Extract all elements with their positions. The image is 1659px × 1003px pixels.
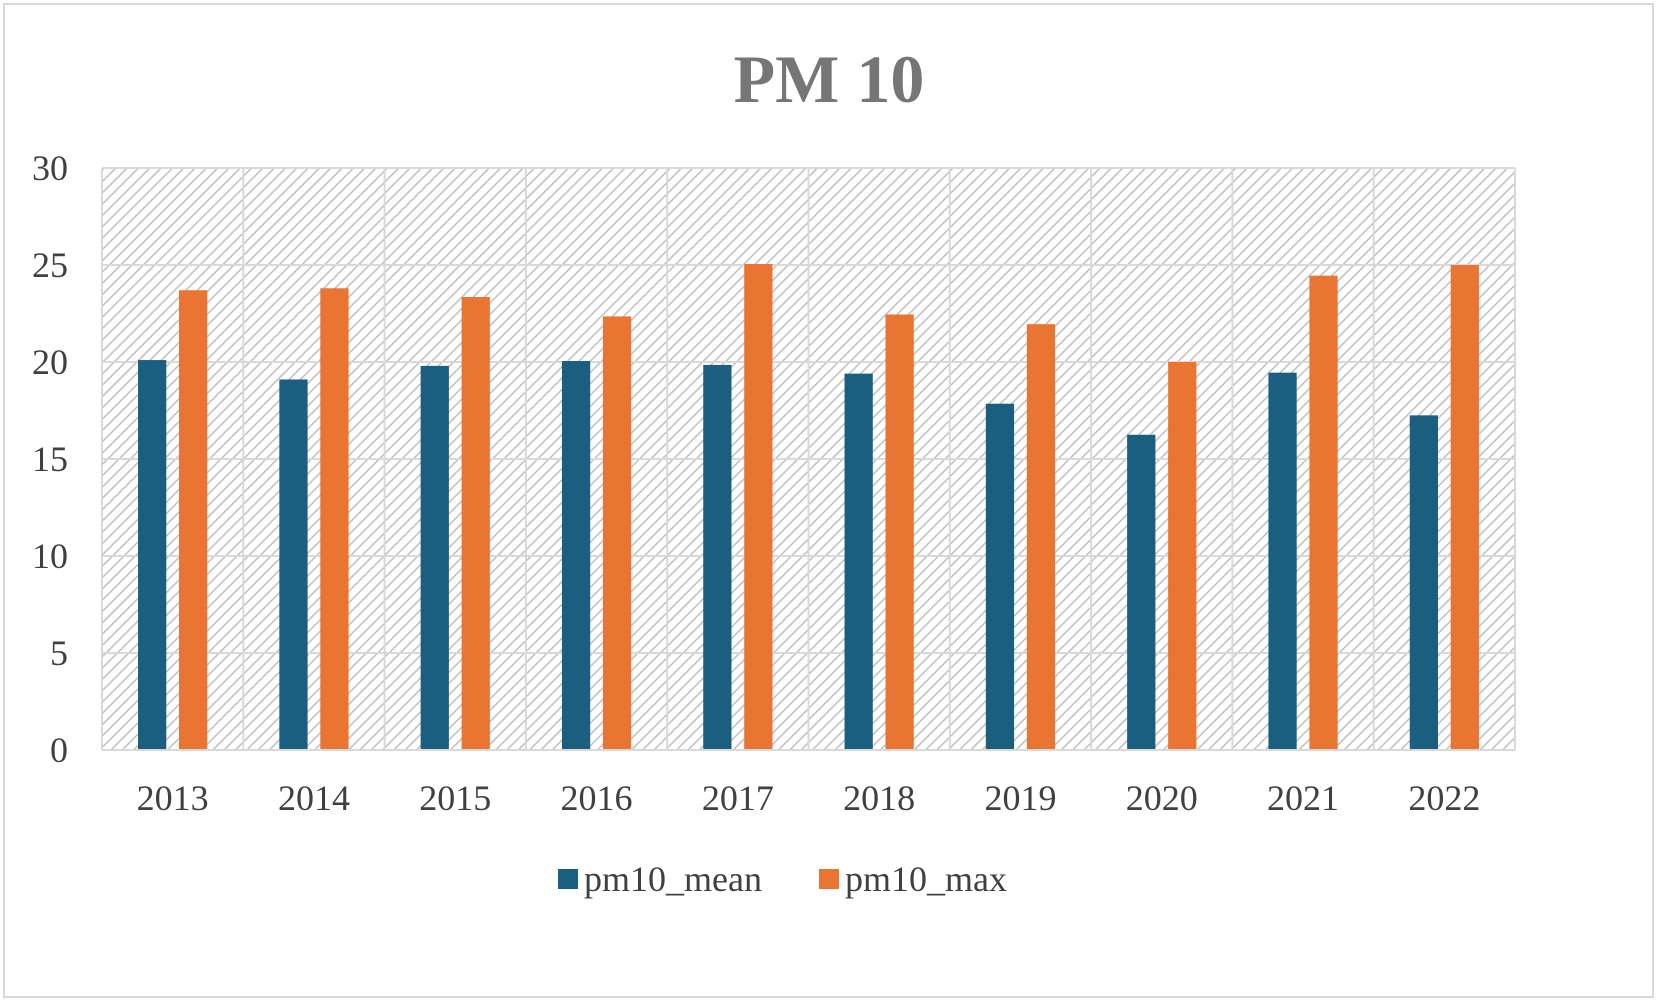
x-tick-label: 2014	[278, 778, 350, 818]
x-tick-label: 2021	[1267, 778, 1339, 818]
x-tick-label: 2018	[843, 778, 915, 818]
y-tick-label: 0	[50, 730, 68, 770]
y-tick-label: 15	[32, 439, 68, 479]
bar-pm10_max-2018	[885, 314, 914, 750]
bar-pm10_max-2021	[1309, 275, 1338, 750]
bar-pm10_mean-2022	[1409, 415, 1438, 750]
legend-swatch-pm10_max	[819, 869, 839, 889]
bar-pm10_mean-2014	[279, 379, 308, 750]
y-tick-label: 25	[32, 245, 68, 285]
bar-pm10_max-2014	[320, 288, 349, 750]
bar-pm10_max-2016	[602, 316, 632, 750]
bar-pm10_mean-2017	[703, 364, 732, 750]
x-tick-label: 2013	[137, 778, 209, 818]
bar-pm10_max-2020	[1168, 362, 1197, 750]
bar-pm10_mean-2019	[985, 403, 1015, 750]
bar-pm10_max-2015	[461, 297, 490, 750]
bar-pm10_mean-2013	[138, 360, 167, 750]
bar-pm10_mean-2016	[561, 361, 591, 750]
bar-pm10_mean-2015	[420, 365, 449, 750]
x-tick-label: 2015	[419, 778, 491, 818]
legend: pm10_mean pm10_max	[558, 859, 1007, 899]
bar-pm10_max-2017	[744, 264, 773, 750]
y-tick-label: 10	[32, 536, 68, 576]
x-tick-label: 2020	[1126, 778, 1198, 818]
chart-title: PM 10	[734, 41, 925, 117]
axes: 0 5 10 15 20 25 30 2013 2014 2015 2016 2017 2018 2019…	[32, 148, 1515, 818]
x-tick-label: 2017	[702, 778, 774, 818]
bar-pm10_max-2013	[179, 290, 208, 750]
legend-label-pm10_max: pm10_max	[845, 859, 1007, 899]
legend-swatch-pm10_mean	[558, 869, 578, 889]
x-tick-label: 2022	[1408, 778, 1480, 818]
x-tick-label: 2019	[984, 778, 1056, 818]
x-tick-label: 2016	[561, 778, 633, 818]
bar-pm10_max-2022	[1450, 265, 1479, 750]
y-tick-label: 20	[32, 342, 68, 382]
legend-label-pm10_mean: pm10_mean	[584, 859, 762, 899]
y-tick-label: 5	[50, 633, 68, 673]
bar-pm10_mean-2018	[844, 373, 873, 750]
y-tick-label: 30	[32, 148, 68, 188]
bar-pm10_mean-2020	[1127, 434, 1156, 750]
bars	[138, 264, 1479, 750]
bar-pm10_mean-2021	[1268, 372, 1297, 750]
bar-pm10_max-2019	[1026, 324, 1056, 750]
